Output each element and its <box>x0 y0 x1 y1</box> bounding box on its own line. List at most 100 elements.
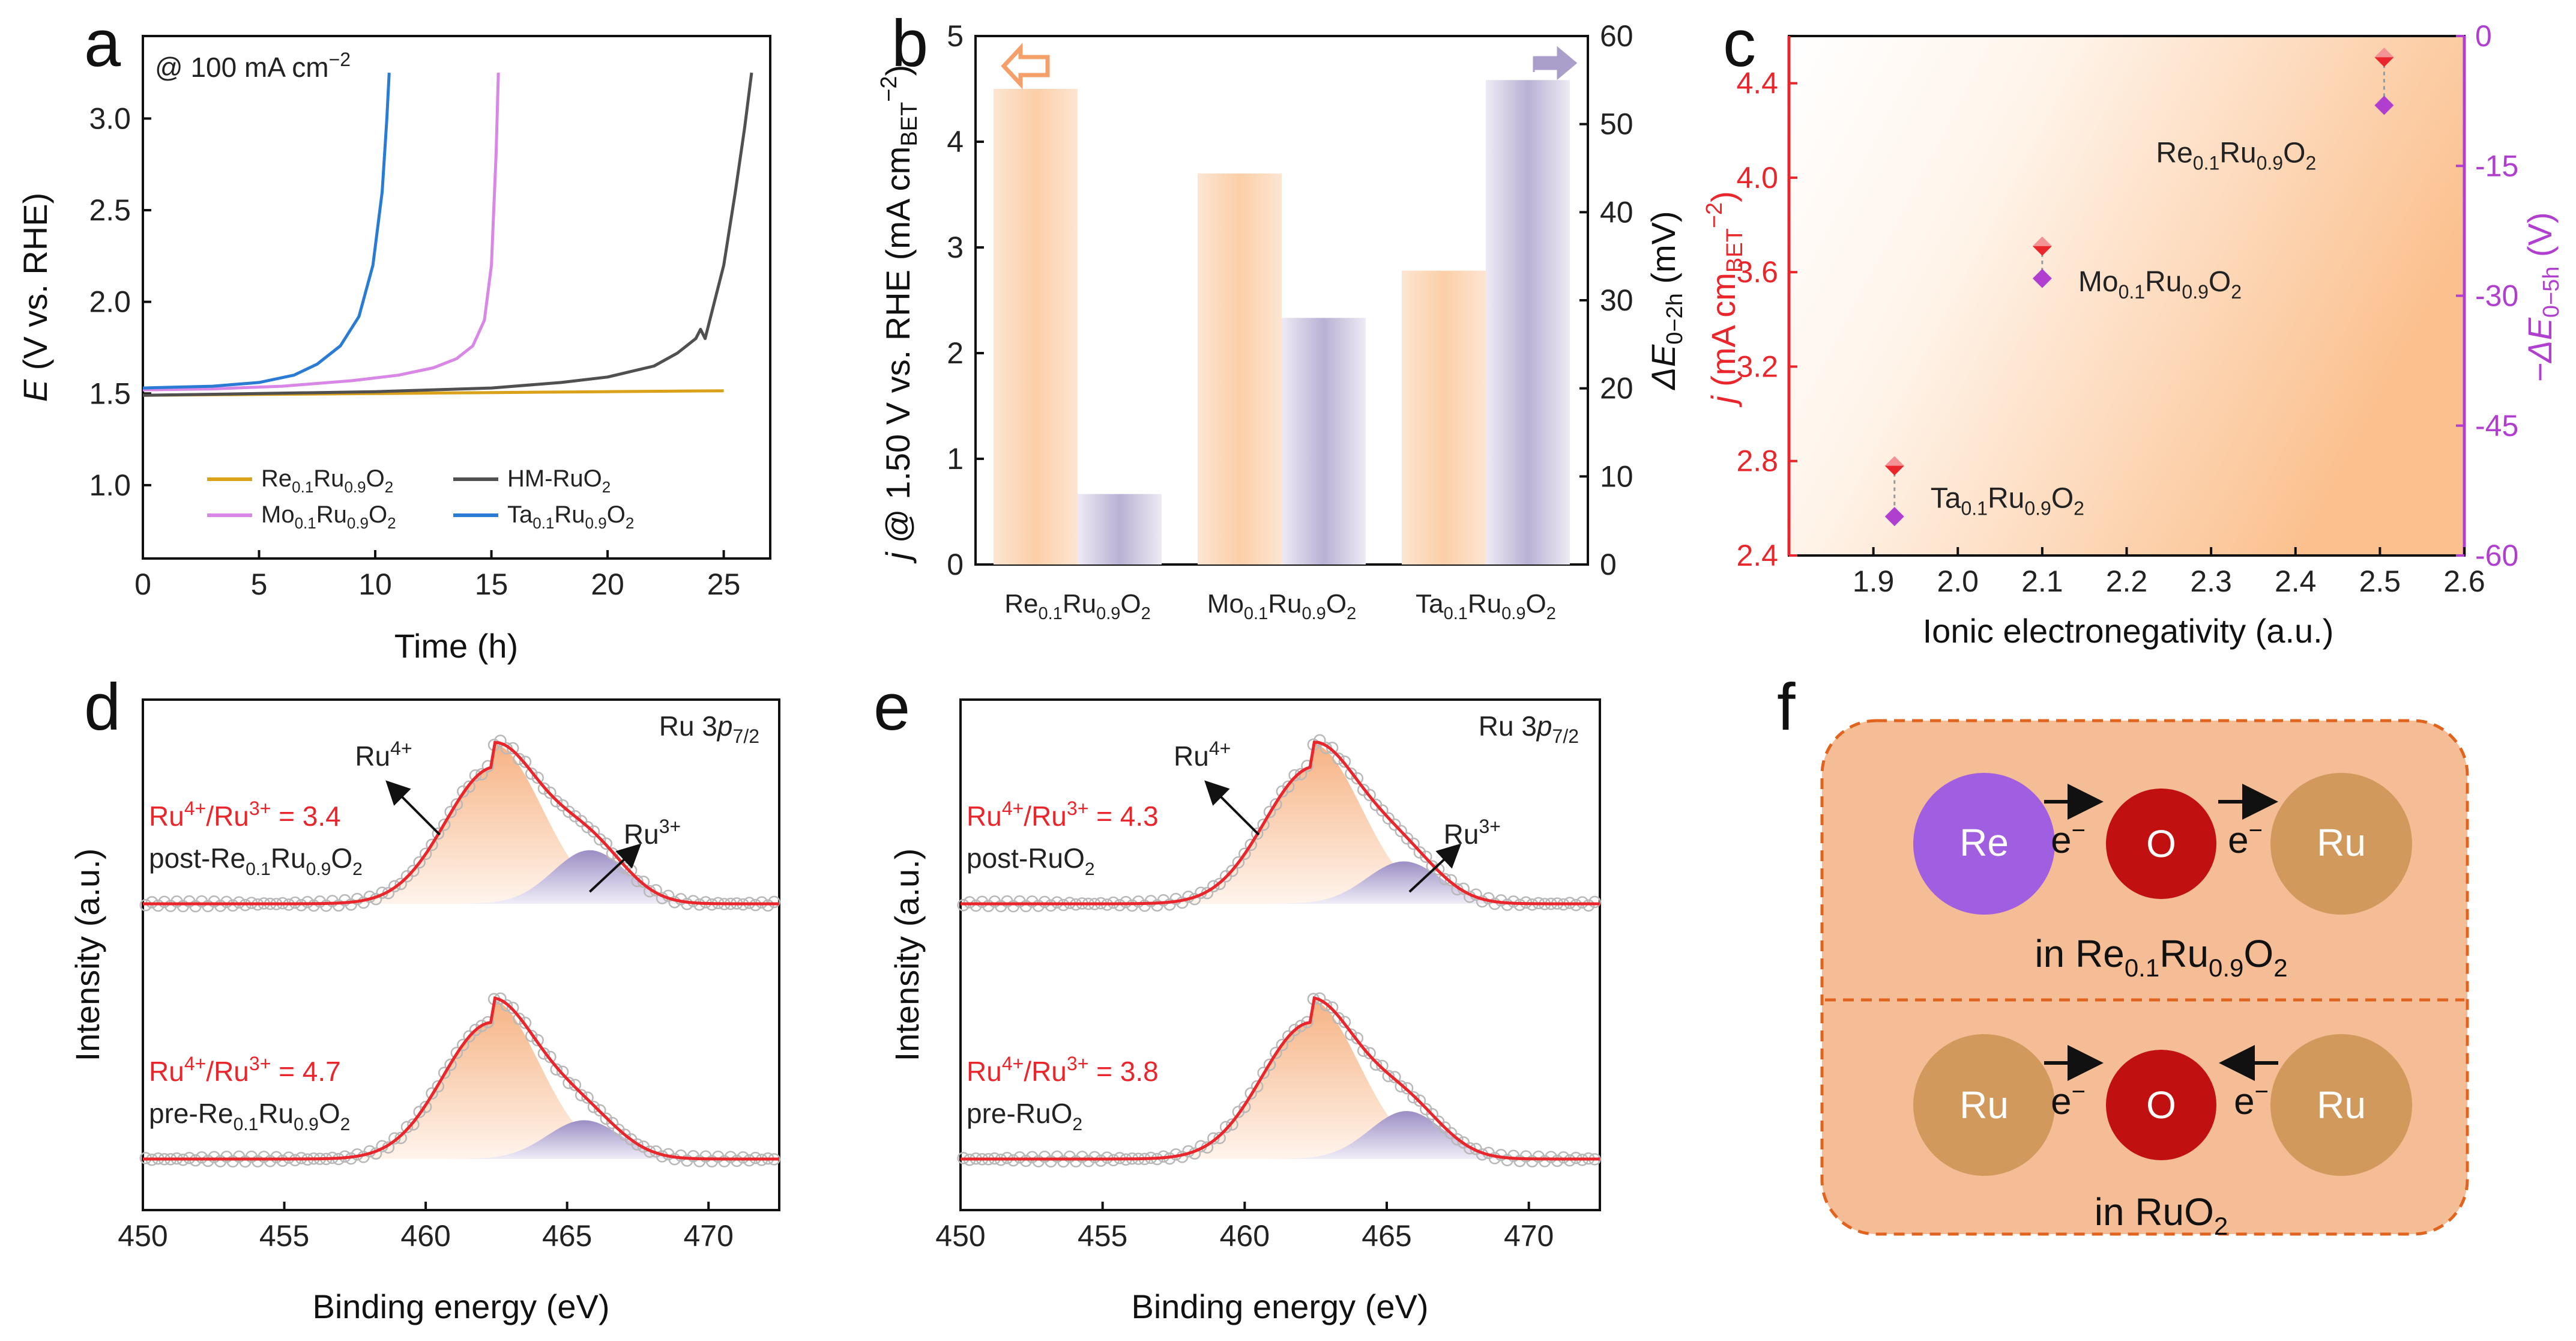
y-tick-label-c-left: 2.8 <box>1736 444 1778 478</box>
bar-delta-e <box>1078 494 1162 565</box>
data-point <box>1438 873 1451 885</box>
data-point <box>419 847 432 861</box>
y-tick-label-b-left: 5 <box>947 19 964 53</box>
ru3-peak-area <box>961 861 1600 904</box>
data-point <box>388 1132 401 1145</box>
data-point <box>550 1063 563 1076</box>
y-tick-label-b-left: 0 <box>947 548 964 581</box>
data-point <box>1345 1028 1357 1041</box>
data-point <box>982 900 995 912</box>
data-point <box>1401 1082 1414 1095</box>
data-point <box>463 780 475 793</box>
data-point <box>1238 1100 1251 1113</box>
data-point <box>1332 752 1345 765</box>
data-point <box>1144 895 1157 907</box>
y-axis-label-c-left: j (mA cmBET−2) <box>1702 191 1748 408</box>
ru4-peak-area <box>961 1000 1600 1159</box>
panel-f: f Re O Ru e− e− in Re0.1Ru0.9O2 Ru O Ru … <box>1777 670 2469 1240</box>
data-point <box>1120 895 1132 909</box>
data-point <box>475 768 488 781</box>
data-point <box>1395 825 1407 838</box>
data-point <box>594 1104 606 1117</box>
data-point <box>307 899 320 912</box>
point-label: Ta0.1Ru0.9O2 <box>1931 483 2084 519</box>
y-tick-label-c-left: 2.4 <box>1736 539 1778 572</box>
data-point <box>681 1154 693 1167</box>
data-point <box>481 1016 495 1029</box>
bar-delta-e <box>1282 318 1366 565</box>
fit-line <box>143 996 779 1161</box>
data-point <box>1314 734 1326 747</box>
data-point <box>1069 1155 1082 1168</box>
x-tick-label: 465 <box>542 1219 592 1253</box>
data-point <box>631 1138 644 1151</box>
data-point <box>1545 1151 1557 1163</box>
data-point <box>1320 999 1332 1011</box>
ru4-arrow <box>1204 780 1260 836</box>
data-point <box>1301 760 1314 772</box>
data-point <box>1420 850 1432 863</box>
data-point <box>1395 1080 1407 1093</box>
data-point <box>1526 1155 1539 1167</box>
x-tick-label: 470 <box>684 1219 734 1253</box>
data-point <box>220 895 233 909</box>
data-point <box>711 1150 725 1163</box>
data-point <box>1551 1154 1564 1167</box>
data-point <box>1207 1132 1220 1145</box>
y-tick-label-a: 2.5 <box>89 193 131 227</box>
data-point <box>481 760 495 773</box>
y-tick-label-c-right: -15 <box>2475 149 2518 183</box>
y-tick-label-b-right: 30 <box>1600 283 1633 317</box>
data-point <box>438 819 451 831</box>
data-point <box>276 1154 289 1167</box>
data-point <box>500 999 513 1012</box>
data-point <box>1338 755 1351 768</box>
o-atom-top-label: O <box>2146 822 2176 865</box>
legend-label: Re0.1Ru0.9O2 <box>261 465 393 496</box>
bar-series-b: Re0.1Ru0.9O2 Mo0.1Ru0.9O2 Ta0.1Ru0.9O2 <box>994 80 1570 623</box>
right-axis-arrow <box>1533 46 1578 80</box>
y-tick-label-a: 1.5 <box>89 377 131 410</box>
data-point <box>444 805 457 819</box>
data-point <box>1513 1154 1526 1167</box>
y-tick-label-c-left: 3.2 <box>1736 350 1778 383</box>
data-point <box>1019 1154 1033 1167</box>
data-point <box>1157 894 1170 907</box>
data-point <box>724 1151 737 1163</box>
data-point <box>450 1046 463 1059</box>
data-point <box>563 1077 575 1089</box>
data-point <box>531 1034 544 1047</box>
data-point <box>1282 780 1295 793</box>
y-axis-label-b-right: ΔE0−2h (mV) <box>1644 211 1688 390</box>
o-atom-bottom <box>2106 1050 2216 1160</box>
data-point <box>737 1151 749 1164</box>
data-point <box>1557 1151 1570 1164</box>
y-tick-label-a: 3.0 <box>89 101 131 135</box>
spectrum-title-e: Ru 3p7/2 <box>1479 710 1579 747</box>
ru-atom-right-label: Ru <box>2317 1083 2366 1127</box>
ru4-peak-label: Ru4+ <box>355 737 412 772</box>
data-point <box>326 895 339 907</box>
scatter-points-c: Ta0.1Ru0.9O2 Mo0.1Ru0.9O2 Re0.1Ru0.9O2 <box>1884 47 2394 527</box>
data-point <box>1369 1058 1383 1071</box>
x-tick-label-c: 1.9 <box>1853 565 1895 598</box>
x-tick-label: 450 <box>118 1219 167 1253</box>
category-label: Mo0.1Ru0.9O2 <box>1207 589 1356 623</box>
data-point <box>1213 877 1226 891</box>
data-point <box>457 1038 469 1052</box>
data-point <box>494 734 507 747</box>
data-point <box>1288 1023 1301 1037</box>
series-line-HM-RuO2 <box>142 72 753 397</box>
data-point <box>1338 1016 1351 1028</box>
x-tick-label-c: 2.5 <box>2359 565 2401 598</box>
data-point <box>556 1065 569 1078</box>
x-tick-label-c: 2.6 <box>2443 565 2485 598</box>
data-point <box>258 1151 270 1163</box>
data-point <box>544 1050 557 1064</box>
data-point <box>718 1155 731 1167</box>
data-point <box>1244 1087 1257 1100</box>
data-point <box>606 1116 619 1130</box>
data-point <box>313 895 327 908</box>
point-label: Mo0.1Ru0.9O2 <box>2078 266 2242 303</box>
